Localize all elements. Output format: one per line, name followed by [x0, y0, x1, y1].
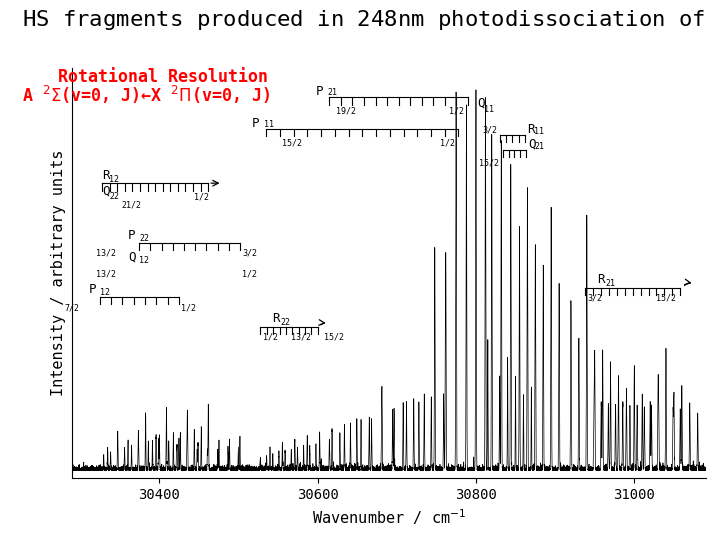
- Text: 22: 22: [280, 318, 290, 327]
- Text: 11: 11: [534, 127, 544, 136]
- Text: 12: 12: [99, 288, 109, 298]
- Text: 11: 11: [264, 120, 274, 129]
- Text: 7/2: 7/2: [65, 303, 80, 312]
- Text: WARWICK: WARWICK: [29, 512, 138, 531]
- Text: Q: Q: [128, 251, 135, 264]
- Text: R: R: [527, 123, 535, 136]
- Text: 12: 12: [139, 255, 149, 265]
- Text: 21: 21: [328, 88, 338, 97]
- Text: A $^2\Sigma$(v=0, J)←X $^2\Pi$(v=0, J): A $^2\Sigma$(v=0, J)←X $^2\Pi$(v=0, J): [22, 84, 270, 106]
- Text: HS fragments produced in 248nm photodissociation of H$_2$S: HS fragments produced in 248nm photodiss…: [22, 8, 720, 32]
- Text: R: R: [597, 273, 605, 286]
- X-axis label: Wavenumber / cm$^{-1}$: Wavenumber / cm$^{-1}$: [312, 507, 466, 527]
- Text: Q: Q: [102, 185, 109, 198]
- Text: 13/2: 13/2: [291, 333, 311, 342]
- Text: 3/2: 3/2: [588, 294, 603, 303]
- Text: R: R: [102, 170, 109, 183]
- Text: 21: 21: [534, 142, 544, 151]
- Text: 1/2: 1/2: [194, 193, 209, 201]
- Text: P: P: [128, 229, 135, 242]
- Text: 3/2: 3/2: [242, 249, 257, 258]
- Text: 1/2: 1/2: [263, 333, 278, 342]
- Text: 13/2: 13/2: [96, 269, 115, 279]
- Text: 19/2: 19/2: [336, 107, 356, 116]
- Text: 13/2: 13/2: [96, 249, 115, 258]
- Text: 12: 12: [109, 174, 120, 184]
- Text: Rotational Resolution: Rotational Resolution: [58, 68, 268, 85]
- Text: Q: Q: [477, 97, 485, 110]
- Y-axis label: Intensity / arbitrary units: Intensity / arbitrary units: [51, 150, 66, 396]
- Text: 1/2: 1/2: [181, 303, 197, 312]
- Text: 15/2: 15/2: [657, 294, 676, 303]
- Text: 21: 21: [606, 279, 616, 288]
- Text: 21/2: 21/2: [122, 201, 142, 210]
- Text: 22: 22: [139, 234, 149, 244]
- Text: 15/2: 15/2: [282, 138, 302, 147]
- Text: P: P: [89, 283, 96, 296]
- Text: P: P: [315, 85, 323, 98]
- Text: 1/2: 1/2: [449, 107, 464, 116]
- Text: 1/2: 1/2: [439, 138, 454, 147]
- Text: Q: Q: [528, 138, 536, 151]
- Text: P: P: [252, 117, 260, 130]
- Text: 15/2: 15/2: [479, 159, 499, 168]
- Text: R: R: [272, 312, 280, 325]
- Text: 22: 22: [109, 192, 120, 201]
- Text: 3/2: 3/2: [482, 126, 498, 135]
- Text: 11: 11: [484, 105, 494, 114]
- Text: 1/2: 1/2: [242, 269, 257, 279]
- Text: 15/2: 15/2: [324, 333, 344, 342]
